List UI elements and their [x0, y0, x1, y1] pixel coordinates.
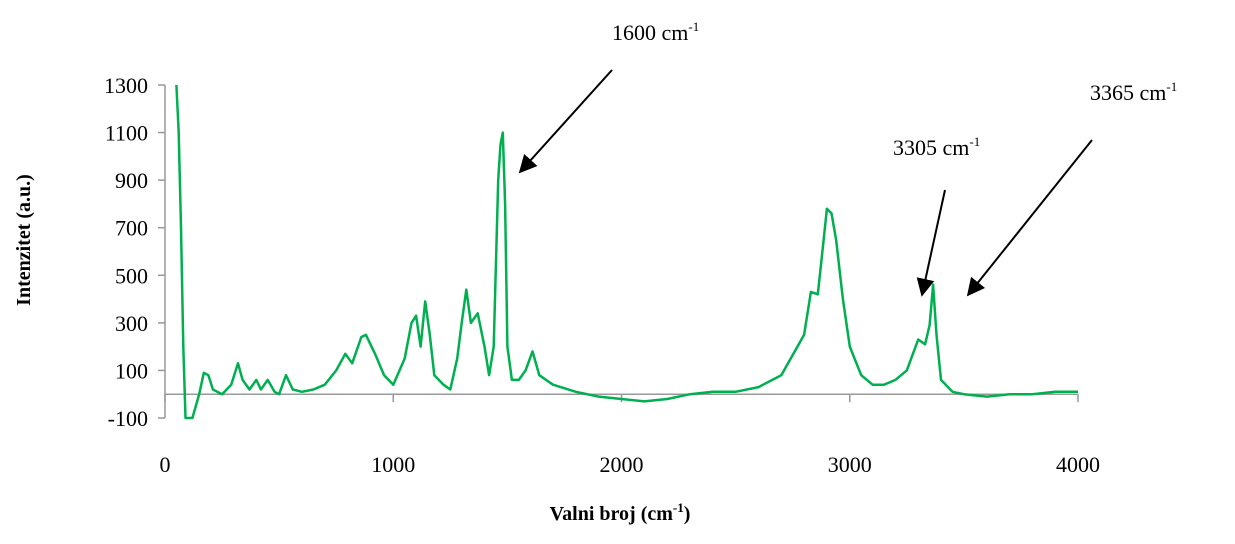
arrow — [966, 139, 1093, 297]
x-tick-label: 4000 — [1056, 452, 1100, 477]
arrow — [518, 69, 613, 174]
y-tick-label: -100 — [108, 406, 148, 431]
y-tick-label: 300 — [115, 311, 148, 336]
annotation: 3365 cm-1 — [1090, 79, 1177, 105]
x-tick-label: 3000 — [828, 452, 872, 477]
y-tick-label: 100 — [115, 358, 148, 383]
x-tick-label: 2000 — [600, 452, 644, 477]
x-tick-label: 0 — [160, 452, 171, 477]
annotation: 1600 cm-1 — [612, 19, 699, 45]
y-tick-label: 500 — [115, 263, 148, 288]
y-tick-label: 900 — [115, 168, 148, 193]
spectrum-line — [175, 84, 1078, 420]
x-axis-label: Valni broj (cm-1) — [550, 500, 691, 525]
y-tick-label: 1300 — [104, 73, 148, 98]
y-tick-label: 1100 — [105, 121, 148, 146]
annotation: 3305 cm-1 — [893, 134, 980, 160]
x-tick-label: 1000 — [371, 452, 415, 477]
arrow — [916, 189, 946, 297]
y-axis-label: Intenzitet (a.u.) — [13, 174, 35, 306]
y-tick-label: 700 — [115, 216, 148, 241]
